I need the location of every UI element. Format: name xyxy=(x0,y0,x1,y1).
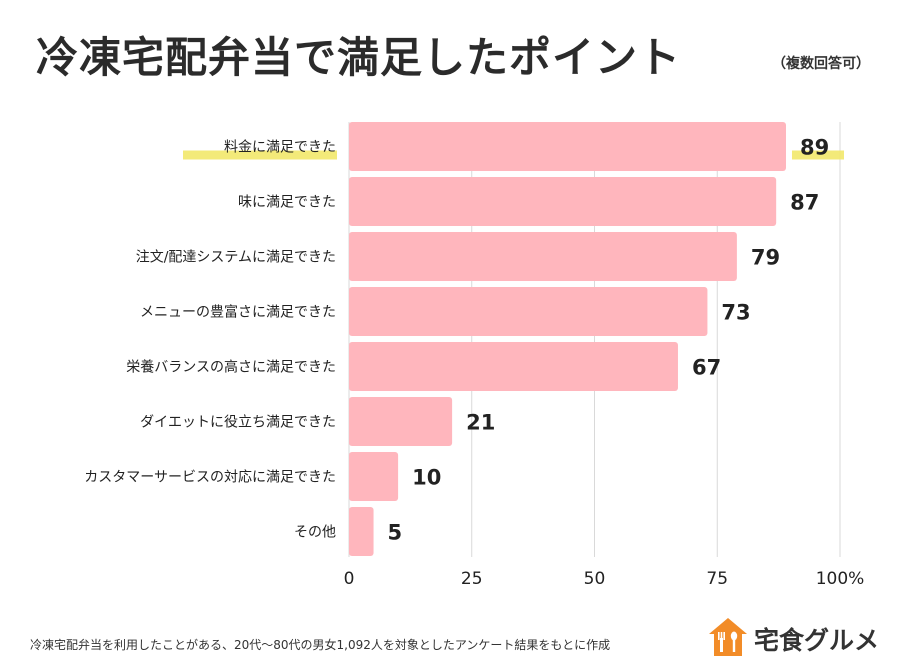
bar xyxy=(349,452,399,501)
bar xyxy=(349,177,777,226)
category-label: 注文/配達システムに満足できた xyxy=(136,250,336,266)
bar xyxy=(349,342,678,391)
chart-header: 冷凍宅配弁当で満足したポイント （複数回答可） xyxy=(36,18,886,88)
category-label: カスタマーサービスの対応に満足できた xyxy=(84,470,336,486)
data-label: 10 xyxy=(412,466,441,490)
data-label: 5 xyxy=(388,521,403,545)
chart-title: 冷凍宅配弁当で満足したポイント xyxy=(36,33,682,82)
category-label: 味に満足できた xyxy=(238,195,336,211)
data-label: 87 xyxy=(790,191,819,215)
x-tick-label: 100% xyxy=(816,569,865,589)
house-utensils-icon xyxy=(709,618,747,656)
bar xyxy=(349,507,374,556)
data-label: 79 xyxy=(751,246,780,270)
data-label: 21 xyxy=(466,411,495,435)
chart-subtitle: （複数回答可） xyxy=(772,56,870,72)
bar xyxy=(349,122,786,171)
data-label: 73 xyxy=(721,301,750,325)
category-label: メニューの豊富さに満足できた xyxy=(140,304,336,321)
category-highlight xyxy=(183,150,337,160)
x-tick-label: 75 xyxy=(706,569,728,589)
category-label: 栄養バランスの高さに満足できた xyxy=(126,359,336,376)
x-tick-label: 25 xyxy=(461,569,483,589)
bar xyxy=(349,232,737,281)
x-tick-label: 0 xyxy=(344,569,355,589)
category-label: ダイエットに役立ち満足できた xyxy=(140,415,336,431)
brand-logo: 宅食グルメ xyxy=(706,614,886,660)
x-tick-label: 50 xyxy=(584,569,606,589)
footnote: 冷凍宅配弁当を利用したことがある、20代〜80代の男女1,092人を対象としたア… xyxy=(30,638,611,652)
bar xyxy=(349,287,708,336)
data-label: 89 xyxy=(800,136,829,160)
value-highlight xyxy=(791,150,844,160)
data-label: 67 xyxy=(692,356,721,380)
bar xyxy=(349,397,453,446)
category-label: 料金に満足できた xyxy=(224,140,336,156)
category-label: その他 xyxy=(294,525,336,541)
logo-text: 宅食グルメ xyxy=(754,626,880,655)
